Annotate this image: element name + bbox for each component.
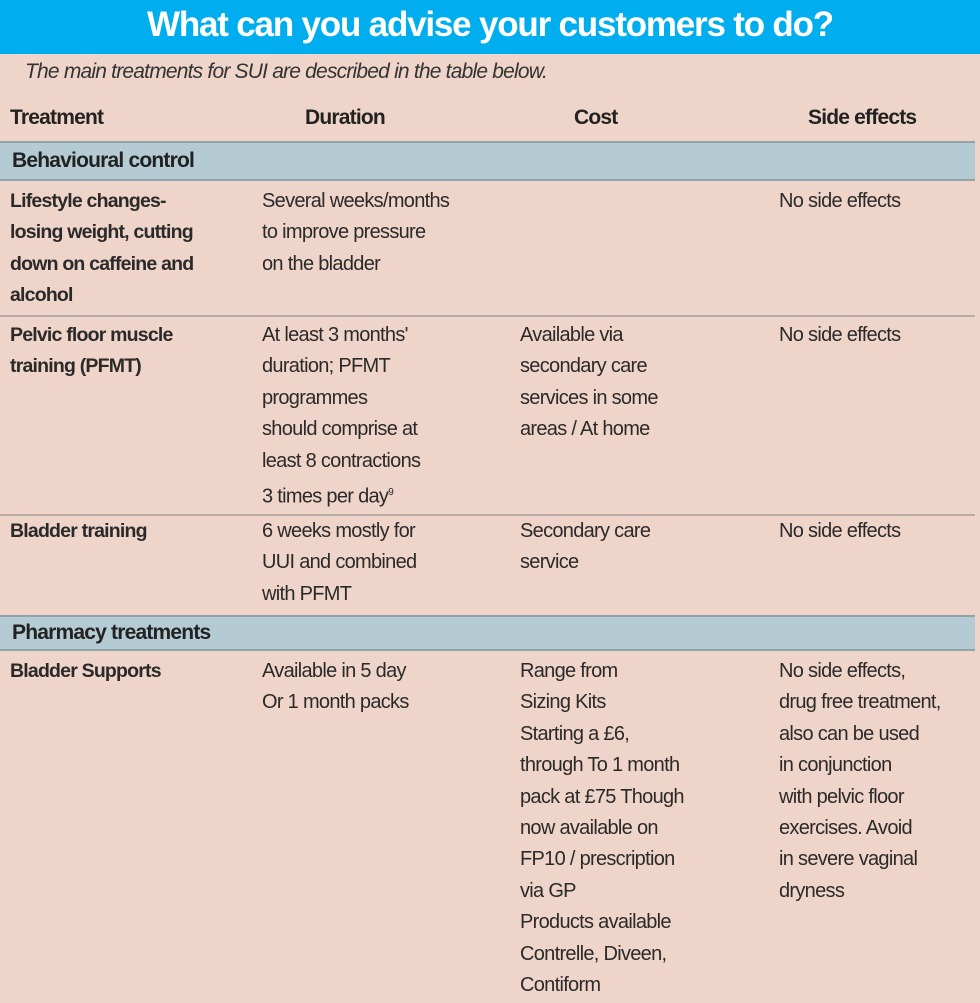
side-effects-cell: No side effects [779,520,901,542]
cost-cell: Range from Sizing Kits Starting a £6, th… [520,660,685,997]
duration-text: At least 3 months' duration; PFMT progra… [262,324,421,508]
column-header-cost: Cost [574,106,618,129]
duration-cell: Several weeks/months to improve pressure… [262,190,450,275]
column-header-duration: Duration [305,106,386,129]
section-label: Behavioural control [12,149,195,172]
side-effects-cell: No side effects [779,190,901,212]
treatment-cell: Bladder training [10,520,148,542]
duration-cell: 6 weeks mostly for UUI and combined with… [262,520,417,605]
cost-cell: Secondary care service [520,520,651,574]
duration-cell: At least 3 months' duration; PFMT progra… [262,320,502,513]
column-header-side-effects: Side effects [808,106,917,129]
side-effects-cell: No side effects, drug free treatment, al… [779,660,941,902]
column-header-treatment: Treatment [10,106,104,129]
cost-cell: Available via secondary care services in… [520,324,658,441]
row-divider [0,514,975,516]
page-title: What can you advise your customers to do… [147,5,834,44]
intro-text: The main treatments for SUI are describe… [25,60,548,83]
side-effects-cell: No side effects [779,324,901,346]
treatment-cell: Lifestyle changes- losing weight, cuttin… [10,190,194,307]
section-label: Pharmacy treatments [12,621,211,644]
duration-cell: Available in 5 day Or 1 month packs [262,660,409,714]
row-divider [0,315,975,317]
treatment-cell: Bladder Supports [10,660,162,682]
treatment-cell: Pelvic floor muscle training (PFMT) [10,324,173,378]
section-header-behavioural-control: Behavioural control [0,141,975,181]
title-banner: What can you advise your customers to do… [0,0,980,54]
section-header-pharmacy-treatments: Pharmacy treatments [0,615,975,651]
reference-number: 9 [388,487,394,499]
